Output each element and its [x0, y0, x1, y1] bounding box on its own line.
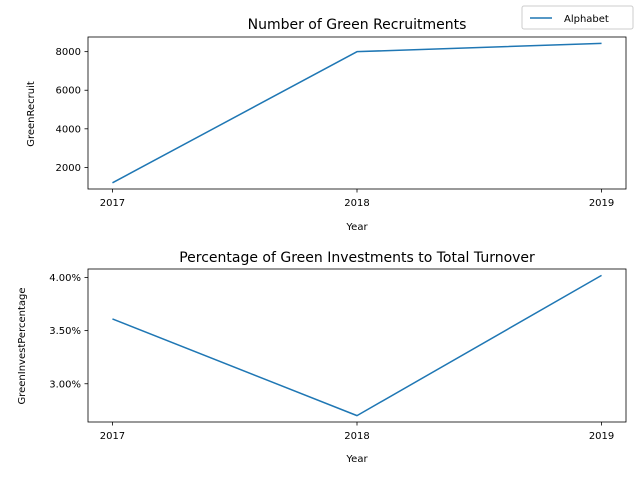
investment-y-tick-label: 4.00% — [49, 273, 81, 284]
recruitment-chart: Number of Green Recruitments Year GreenR… — [26, 17, 627, 233]
recruitment-y-axis-label: GreenRecruit — [26, 81, 37, 147]
recruitment-plot-area — [87, 36, 627, 190]
legend-frame — [521, 5, 634, 30]
recruitment-chart-title: Number of Green Recruitments — [248, 17, 467, 33]
recruitment-y-tick-label: 8000 — [56, 47, 81, 58]
recruitment-axes-frame — [87, 36, 627, 190]
investment-series-line — [112, 274, 602, 417]
investment-y-tick-label: 3.50% — [49, 326, 81, 337]
recruitment-series-line — [112, 42, 602, 184]
recruitment-x-axis-label: Year — [345, 222, 368, 233]
investment-axes-frame — [87, 268, 627, 423]
investment-plot-area — [87, 268, 627, 423]
investment-chart-title: Percentage of Green Investments to Total… — [179, 250, 535, 266]
recruitment-ticks: 2017 2018 2019 2000 4000 6000 8000 — [56, 47, 615, 209]
investment-ticks: 2017 2018 2019 3.00% 3.50% 4.00% — [49, 273, 614, 442]
recruitment-y-tick-label: 2000 — [56, 163, 81, 174]
recruitment-y-tick-label: 6000 — [56, 86, 81, 97]
investment-x-axis-label: Year — [345, 454, 368, 465]
investment-y-tick-label: 3.00% — [49, 379, 81, 390]
legend: Alphabet — [521, 5, 634, 30]
investment-x-tick-label: 2017 — [100, 431, 125, 442]
recruitment-x-tick-label: 2019 — [589, 198, 614, 209]
recruitment-x-tick-label: 2018 — [344, 198, 369, 209]
recruitment-x-tick-label: 2017 — [100, 198, 125, 209]
legend-entry-alphabet: Alphabet — [564, 14, 609, 25]
investment-x-tick-label: 2018 — [344, 431, 369, 442]
investment-x-tick-label: 2019 — [589, 431, 614, 442]
investment-y-axis-label: GreenInvestPercentage — [17, 287, 28, 404]
recruitment-y-tick-label: 4000 — [56, 124, 81, 135]
investment-chart: Percentage of Green Investments to Total… — [17, 250, 627, 465]
